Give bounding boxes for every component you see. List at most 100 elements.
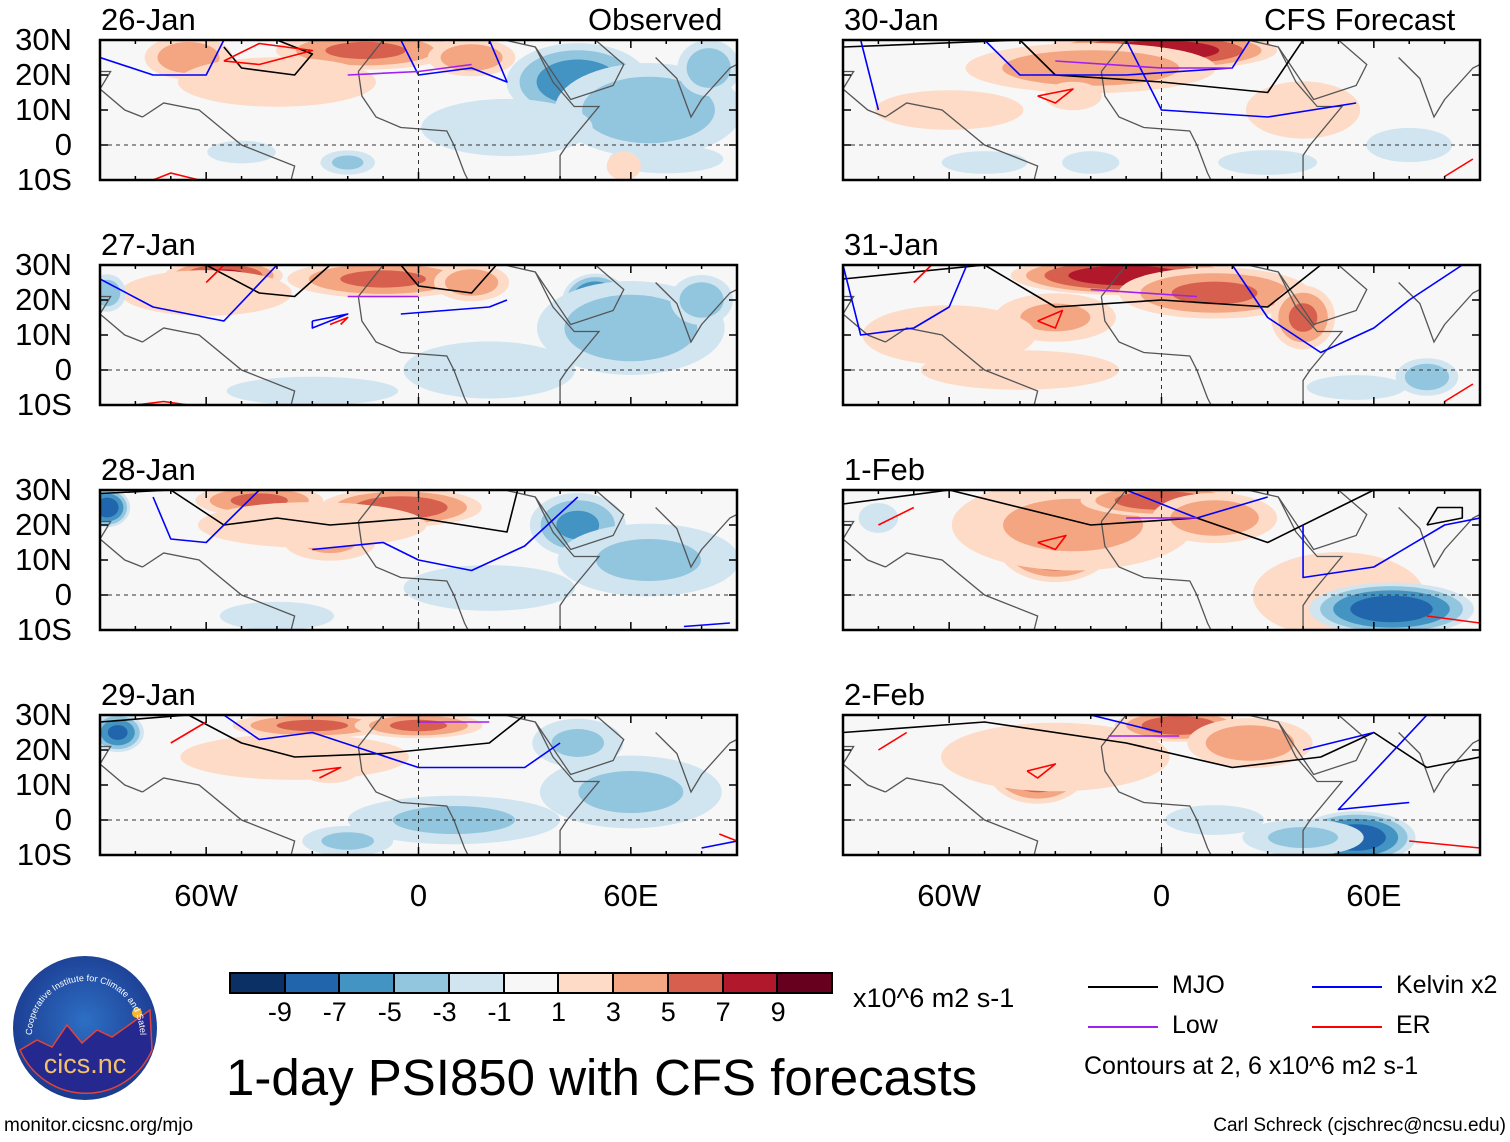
colorbar-swatch xyxy=(668,974,724,992)
kelvin-contour xyxy=(152,490,260,544)
coastline xyxy=(655,507,737,569)
cics-logo: Cooperative Institute for Climate and Sa… xyxy=(9,947,158,1101)
observed-label: Observed xyxy=(588,2,723,37)
colorbar-swatch xyxy=(340,974,396,992)
lat-label: 30N xyxy=(15,697,72,732)
panel-date: 28-Jan xyxy=(101,452,196,487)
anomaly-contour xyxy=(445,269,499,296)
colorbar-label: 1 xyxy=(550,997,566,1027)
coastline xyxy=(1398,57,1480,119)
er-contour xyxy=(877,731,908,751)
anomaly-contour xyxy=(858,503,899,533)
kelvin-contour xyxy=(1231,265,1463,354)
lat-label: 20N xyxy=(15,507,72,542)
colorbar-swatch xyxy=(778,974,832,992)
lon-label: 60E xyxy=(1346,878,1402,913)
mjo-contour xyxy=(400,265,497,294)
coastline xyxy=(885,552,1039,630)
coastline xyxy=(843,520,886,568)
anomaly-contour xyxy=(325,41,406,60)
er-contour xyxy=(1026,763,1057,779)
coastline xyxy=(100,520,143,568)
kelvin-contour xyxy=(100,40,225,76)
colorbar-label: -9 xyxy=(267,997,292,1027)
legend-label: Low xyxy=(1172,1011,1218,1039)
coastline xyxy=(655,732,737,794)
anomaly-contour xyxy=(1218,150,1318,175)
anomaly-contour xyxy=(1044,81,1102,111)
anomaly-contour xyxy=(421,98,593,157)
kelvin-contour xyxy=(683,622,730,628)
lat-label: 10S xyxy=(16,387,72,422)
lon-label: 60E xyxy=(603,878,659,913)
kelvin-contour xyxy=(312,496,579,572)
lat-label: 20N xyxy=(15,57,72,92)
footer-url[interactable]: monitor.cicsnc.org/mjo xyxy=(4,1115,194,1136)
colorbar-swatch xyxy=(504,974,560,992)
anomaly-contour xyxy=(606,151,641,180)
legend-line-1 xyxy=(1312,986,1382,988)
coastline xyxy=(1398,732,1480,794)
anomaly-contour xyxy=(403,565,576,611)
lat-label: 10S xyxy=(16,837,72,872)
anomaly-contour xyxy=(107,725,128,740)
anomaly-contour xyxy=(551,729,604,757)
er-contour xyxy=(719,833,737,842)
er-contour xyxy=(152,172,200,180)
colorbar-label: 7 xyxy=(715,997,731,1027)
mjo-contour xyxy=(100,715,526,758)
coastline xyxy=(1398,282,1480,344)
colorbar-label: -5 xyxy=(377,997,402,1027)
anomaly-contour xyxy=(1171,281,1258,305)
panel-date: 26-Jan xyxy=(101,2,196,37)
coastline xyxy=(843,295,886,343)
mjo-contour xyxy=(843,265,1322,308)
anomaly-contour xyxy=(679,282,724,318)
anomaly-contour xyxy=(596,539,702,581)
panel-date: 1-Feb xyxy=(844,452,925,487)
footer-credit: Carl Schreck (cjschrec@ncsu.edu) xyxy=(1213,1115,1506,1136)
map-panel-31-Jan xyxy=(843,265,1480,405)
low-contour xyxy=(1090,288,1197,298)
lat-label: 10N xyxy=(15,92,72,127)
map-panel-28-Jan xyxy=(100,490,737,630)
anomaly-contour xyxy=(198,502,427,548)
anomaly-contour xyxy=(1404,363,1450,391)
coastline xyxy=(1398,507,1480,569)
legend-line-2 xyxy=(1088,1026,1158,1028)
anomaly-contour xyxy=(100,497,119,518)
er-contour xyxy=(329,316,349,326)
lat-label: 20N xyxy=(15,732,72,767)
anomaly-contour xyxy=(941,151,1028,174)
coastline xyxy=(534,265,625,326)
legend-label: Kelvin x2 xyxy=(1396,971,1498,999)
coastline xyxy=(843,70,886,118)
colorbar-swatch xyxy=(449,974,505,992)
lat-label: 10N xyxy=(15,767,72,802)
coastline xyxy=(142,102,296,180)
kelvin-contour xyxy=(1090,715,1162,734)
anomaly-contour xyxy=(177,57,376,107)
kelvin-contour xyxy=(701,840,737,849)
lat-label: 0 xyxy=(54,802,72,837)
lat-label: 0 xyxy=(54,352,72,387)
anomaly-contour xyxy=(862,305,1036,365)
anomaly-contour xyxy=(1170,500,1259,536)
coastline xyxy=(885,777,1039,855)
colorbar-swatch xyxy=(395,974,450,992)
er-contour xyxy=(878,506,915,526)
anomaly-contour xyxy=(556,510,600,540)
legend-label: MJO xyxy=(1172,971,1225,999)
anomaly-contour xyxy=(941,722,1170,792)
lat-label: 10N xyxy=(15,317,72,352)
coastline xyxy=(357,715,601,855)
coastline xyxy=(885,327,1039,405)
coastline xyxy=(534,490,625,551)
anomaly-contour xyxy=(207,140,276,164)
coastline xyxy=(142,552,296,630)
colorbar-swatch xyxy=(559,974,615,992)
er-contour xyxy=(312,766,342,779)
map-panel-30-Jan xyxy=(843,40,1480,180)
coastline xyxy=(100,70,143,118)
